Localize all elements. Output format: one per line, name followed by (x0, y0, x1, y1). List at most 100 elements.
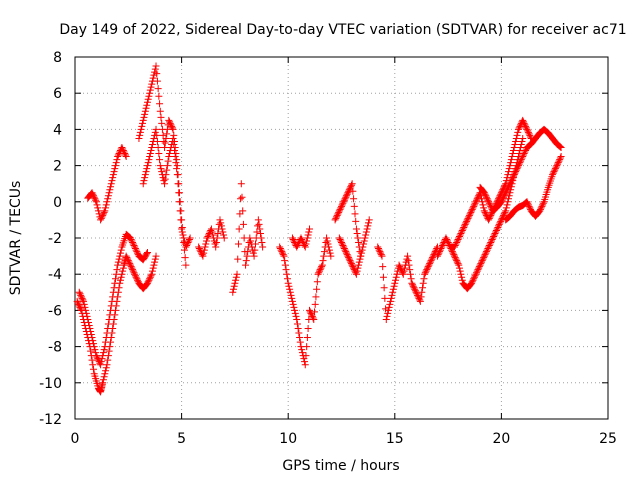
data-point-fill (347, 258, 355, 266)
data-point-fill (163, 130, 171, 138)
data-point (331, 216, 339, 224)
data-point-fill (144, 159, 152, 167)
data-point-fill (365, 219, 373, 227)
data-point-fill (161, 175, 169, 183)
data-point (523, 198, 531, 206)
data-point (73, 297, 81, 305)
data-point-fill (376, 248, 384, 256)
data-point-fill (457, 229, 465, 237)
data-point (301, 243, 309, 251)
data-point-fill (345, 255, 353, 263)
y-tick-label: -4 (48, 267, 62, 283)
data-point (122, 252, 130, 260)
data-point-fill (121, 151, 129, 159)
data-point-fill (87, 347, 95, 355)
data-point-fill (92, 196, 100, 204)
data-point (549, 171, 557, 179)
data-point-fill (460, 223, 468, 231)
data-point-fill (411, 285, 419, 293)
data-point-fill (102, 334, 110, 342)
data-point-fill (352, 269, 360, 277)
data-point-fill (107, 302, 115, 310)
data-point-fill (495, 220, 503, 228)
data-point (463, 216, 471, 224)
data-point-fill (403, 255, 411, 263)
data-point-fill (332, 214, 340, 222)
data-point-fill (347, 260, 355, 268)
data-point-fill (500, 192, 508, 200)
data-point-fill (335, 208, 343, 216)
data-point-fill (179, 231, 187, 239)
data-point-fill (85, 318, 93, 326)
data-point-fill (504, 171, 512, 179)
series-track-n (442, 116, 535, 251)
data-point-fill (550, 168, 558, 176)
data-point (519, 116, 527, 124)
data-point (519, 134, 527, 142)
data-point-fill (347, 183, 355, 191)
data-point-fill (487, 202, 495, 210)
data-point-fill (166, 119, 174, 127)
data-points (73, 62, 565, 396)
data-point-fill (102, 367, 110, 375)
data-point (510, 144, 518, 151)
data-point-fill (183, 240, 191, 248)
data-point-fill (341, 246, 349, 254)
data-point-fill (213, 234, 221, 242)
data-point-fill (477, 260, 485, 268)
data-point-fill (504, 198, 512, 206)
data-point-fill (467, 208, 475, 216)
data-point-fill (555, 157, 563, 165)
data-point (399, 270, 407, 278)
data-point-fill (435, 249, 443, 257)
data-point-fill (384, 309, 392, 317)
data-point-fill (78, 294, 86, 302)
data-point (523, 125, 531, 133)
data-point-fill (552, 163, 560, 171)
data-point (421, 270, 429, 278)
data-point-fill (151, 258, 159, 266)
data-point-fill (336, 205, 344, 213)
data-point-fill (554, 159, 562, 167)
data-point-fill (156, 156, 164, 164)
data-point-fill (539, 199, 547, 207)
data-point-fill (334, 210, 342, 218)
data-point (514, 125, 522, 133)
data-point-fill (133, 275, 141, 283)
data-point-fill (119, 267, 127, 275)
x-tick-labels: 0 5 10 15 20 25 (71, 431, 617, 447)
data-point-fill (144, 95, 152, 103)
data-point-fill (127, 263, 135, 271)
data-point-fill (200, 249, 208, 257)
data-point-fill (336, 236, 344, 244)
data-point-fill (375, 246, 383, 254)
series-track-o (476, 125, 565, 215)
data-point-fill (538, 202, 546, 210)
data-point-fill (496, 219, 504, 227)
data-point-fill (293, 320, 301, 328)
data-point-fill (279, 249, 287, 257)
data-point-fill (481, 208, 489, 216)
data-point-fill (151, 65, 159, 73)
data-point-fill (483, 246, 491, 254)
data-point-fill (304, 325, 312, 332)
data-point-fill (128, 237, 136, 245)
series-track-h (276, 234, 335, 369)
data-point-fill (346, 257, 354, 265)
data-point (101, 207, 109, 215)
data-point-fill (166, 118, 174, 126)
data-point-fill (377, 249, 385, 257)
data-point-fill (513, 165, 521, 173)
data-point-fill (236, 210, 244, 218)
data-point (391, 279, 399, 287)
data-point (97, 361, 105, 369)
data-point-fill (341, 195, 349, 203)
data-point-fill (298, 236, 306, 244)
data-point-fill (99, 349, 107, 357)
data-point-fill (484, 196, 492, 204)
data-point-fill (345, 186, 353, 194)
data-point (553, 162, 561, 170)
data-point-fill (428, 255, 436, 263)
data-point-fill (136, 128, 144, 136)
data-point-fill (518, 154, 526, 162)
